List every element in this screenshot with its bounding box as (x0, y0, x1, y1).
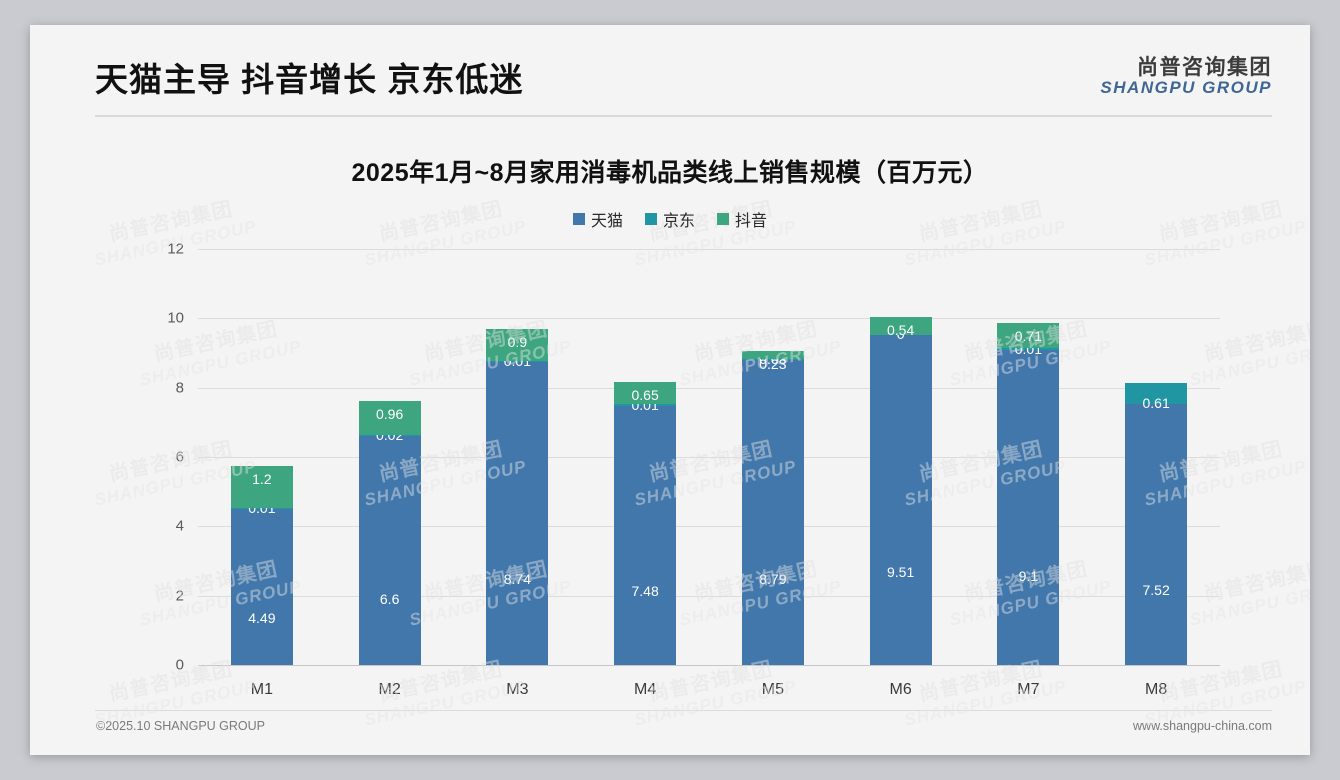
legend-label: 京东 (662, 213, 695, 230)
y-axis-tick-label: 12 (167, 240, 184, 258)
legend-label: 天猫 (590, 213, 623, 230)
x-axis-tick-label: M1 (250, 681, 273, 698)
gridline (198, 457, 1220, 458)
bar-value-label: 9.51 (887, 564, 915, 581)
bar-value-label: 0.9 (507, 334, 528, 351)
stacked-bar[interactable]: 7.52 0.61 (1125, 383, 1188, 665)
bar-segment-抖音[interactable]: 0.96 (358, 401, 421, 435)
x-axis-tick-label: M6 (889, 681, 912, 698)
bar-value-label: 4.49 (248, 609, 276, 626)
legend-swatch-icon (717, 213, 729, 225)
header-divider (95, 115, 1272, 117)
bar-value-label: 1.2 (252, 471, 272, 488)
legend-swatch-icon (644, 213, 657, 225)
bar-segment-天猫[interactable]: 8.74 (486, 362, 549, 665)
bar-column: 8.74 0.01 0.9 M3 (454, 249, 582, 698)
chart-legend: 天猫 京东 抖音 (30, 207, 1310, 231)
slide-canvas: 天猫主导 抖音增长 京东低迷 尚普咨询集团 SHANGPU GROUP 2025… (30, 25, 1310, 755)
x-axis-tick-label: M8 (1145, 681, 1168, 698)
bar-column: 4.49 0.01 1.2 M1 (198, 249, 326, 698)
bar-value-label: 0.54 (887, 321, 915, 338)
bar-value-label: 0.71 (1014, 328, 1042, 345)
bar-segment-抖音[interactable]: 0.9 (486, 329, 549, 361)
bar-column: 6.6 0.02 0.96 M2 (326, 249, 454, 698)
slide-header: 天猫主导 抖音增长 京东低迷 尚普咨询集团 SHANGPU GROUP (30, 25, 1310, 117)
stacked-bar[interactable]: 8.74 0.01 0.9 (486, 329, 549, 665)
bar-column: 7.48 0.01 0.65 M4 (581, 249, 709, 698)
bar-value-label: 0.96 (376, 406, 404, 423)
bar-segment-天猫[interactable]: 8.79 (741, 360, 804, 665)
legend-item-京东[interactable]: 京东 (644, 207, 695, 231)
y-axis-tick-label: 4 (175, 517, 184, 535)
bar-segment-抖音[interactable]: 0.71 (997, 323, 1060, 349)
bar-group: 4.49 0.01 1.2 M1 6.6 0.02 0.96 M2 8.74 0.01 0.9 M3 7… (198, 249, 1220, 698)
legend-label: 抖音 (735, 213, 768, 230)
y-axis-tick-label: 2 (175, 587, 184, 605)
bar-value-label: 0.61 (1142, 395, 1170, 412)
bar-segment-抖音[interactable]: 0.23 (741, 350, 804, 371)
stacked-bar[interactable]: 4.49 0.01 1.2 (230, 466, 293, 665)
stacked-bar[interactable]: 9.5100.54 (869, 316, 932, 665)
gridline (198, 526, 1220, 528)
x-axis-tick-label: M4 (634, 681, 657, 698)
bar-column: 8.79 0.03 0.23 M5 (709, 249, 837, 698)
bar-value-label: 9.1 (1018, 567, 1039, 584)
gridline (198, 318, 1220, 320)
bar-segment-天猫[interactable]: 9.51 (869, 335, 932, 665)
bar-value-label: 0.65 (631, 386, 659, 403)
bar-value-label: 7.52 (1142, 582, 1170, 599)
y-axis-tick-label: 8 (175, 379, 184, 397)
bar-segment-京东[interactable]: 0.02 (358, 428, 421, 442)
logo-chinese-text: 尚普咨询集团 (1137, 56, 1272, 79)
bar-segment-天猫[interactable]: 7.48 (614, 405, 677, 665)
bar-segment-抖音[interactable]: 1.2 (230, 466, 293, 508)
y-axis-tick-label: 0 (175, 656, 184, 674)
legend-item-天猫[interactable]: 天猫 (572, 207, 623, 231)
bar-column: 7.52 0.61 M8 (1092, 249, 1220, 698)
bar-value-label: 8.79 (759, 570, 787, 587)
x-axis-line (198, 665, 1220, 666)
footer-copyright: ©2025.10 SHANGPU GROUP (96, 719, 265, 733)
stacked-bar[interactable]: 6.6 0.02 0.96 (358, 401, 421, 665)
bar-segment-天猫[interactable]: 9.1 (997, 349, 1060, 665)
x-axis-tick-label: M3 (506, 681, 529, 698)
stacked-bar[interactable]: 9.1 0.01 0.71 (997, 323, 1060, 665)
bar-segment-京东[interactable]: 0.01 (997, 342, 1060, 356)
x-axis-tick-label: M5 (761, 681, 784, 698)
gridline (198, 595, 1220, 597)
bar-segment-抖音[interactable]: 0.54 (869, 316, 932, 338)
gridline (198, 387, 1220, 389)
company-logo: 尚普咨询集团 SHANGPU GROUP (1100, 56, 1272, 98)
bar-value-label: 8.74 (503, 571, 531, 588)
stacked-bar[interactable]: 7.48 0.01 0.65 (614, 381, 677, 665)
bar-value-label: 6.6 (379, 590, 400, 607)
bar-segment-京东[interactable]: 0.01 (614, 398, 677, 412)
bar-segment-抖音[interactable]: 0.65 (614, 381, 677, 405)
chart-plot-area: 0 2 4 6 8 10 12 4.49 0.01 1.2 M1 6.6 0.02 0.96 M2 8.74… (167, 241, 1220, 698)
bar-segment-天猫[interactable]: 6.6 (358, 436, 421, 665)
legend-swatch-icon (572, 213, 585, 225)
bar-value-label: 7.48 (631, 582, 659, 599)
bar-segment-京东[interactable]: 0.01 (230, 501, 293, 515)
bar-segment-天猫[interactable]: 7.52 (1125, 404, 1188, 665)
bar-segment-天猫[interactable]: 4.49 (230, 509, 293, 665)
y-axis-tick-label: 6 (175, 448, 184, 466)
stacked-bar[interactable]: 8.79 0.03 0.23 (741, 350, 804, 665)
chart-title: 2025年1月~8月家用消毒机品类线上销售规模（百万元） (351, 159, 989, 187)
bar-segment-京东[interactable]: 0.61 (1125, 383, 1188, 410)
footer-divider (95, 710, 1272, 711)
gridline (198, 249, 1220, 250)
bar-column: 9.5100.54 M6 (837, 249, 965, 698)
page-title: 天猫主导 抖音增长 京东低迷 (95, 61, 524, 98)
bar-segment-京东[interactable]: 0.01 (486, 354, 549, 368)
x-axis-tick-label: M7 (1017, 681, 1040, 698)
bar-value-label: 0.23 (759, 355, 787, 372)
footer-website: www.shangpu-china.com (1133, 719, 1272, 733)
legend-item-抖音[interactable]: 抖音 (717, 207, 767, 231)
logo-english-text: SHANGPU GROUP (1100, 78, 1272, 98)
y-axis-tick-label: 10 (167, 309, 184, 327)
x-axis-tick-label: M2 (378, 681, 401, 698)
bar-column: 9.1 0.01 0.71 M7 (965, 249, 1093, 698)
